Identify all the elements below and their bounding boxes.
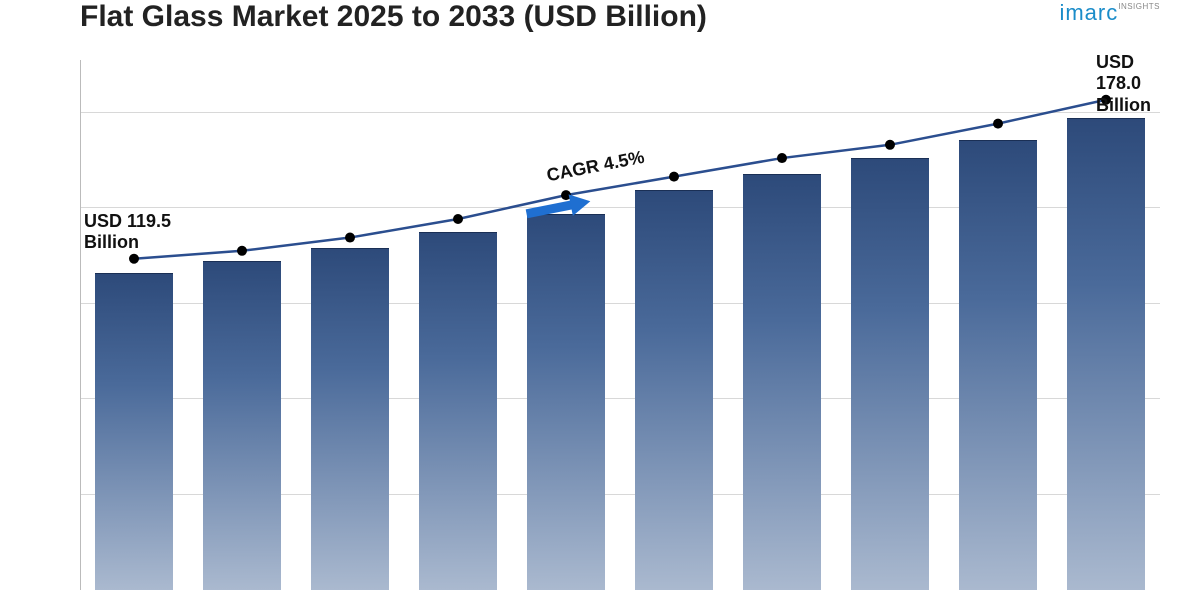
callout-end: USD 178.0 Billion xyxy=(1096,52,1160,117)
chart-title: Flat Glass Market 2025 to 2033 (USD Bill… xyxy=(80,0,707,34)
callout-start-unit: Billion xyxy=(84,232,171,254)
chart-area: USD 119.5 Billion USD 178.0 Billion CAGR… xyxy=(80,60,1160,590)
callout-end-amount: USD 178.0 xyxy=(1096,52,1160,95)
trend-line xyxy=(80,60,1160,590)
callout-end-unit: Billion xyxy=(1096,95,1160,117)
logo-main: imarc xyxy=(1059,0,1118,25)
callout-start: USD 119.5 Billion xyxy=(84,211,171,254)
callout-start-amount: USD 119.5 xyxy=(84,211,171,233)
brand-logo: imarcINSIGHTS xyxy=(1059,0,1160,26)
logo-sub: INSIGHTS xyxy=(1118,2,1160,11)
